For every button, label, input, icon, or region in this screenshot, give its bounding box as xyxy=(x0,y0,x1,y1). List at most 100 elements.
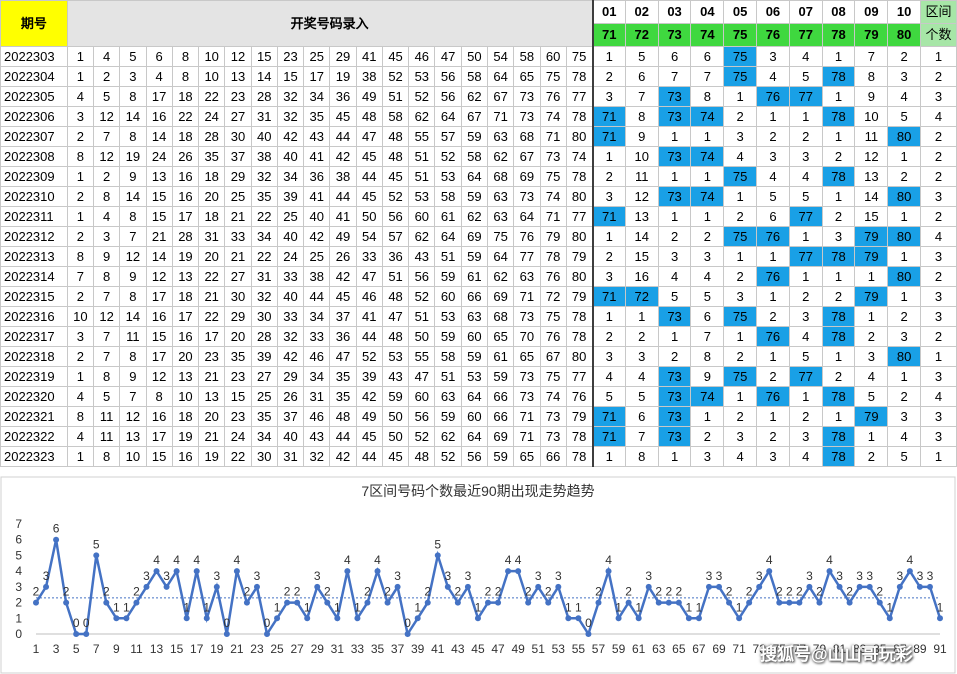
data-point xyxy=(515,568,522,575)
draw-number-cell: 35 xyxy=(329,366,357,387)
draw-number-cell: 59 xyxy=(486,366,515,387)
zone-value-header: 79 xyxy=(854,23,889,47)
data-label: 2 xyxy=(485,585,492,599)
zone-count-cell: 4 xyxy=(920,386,957,407)
zone-hit-cell: 75 xyxy=(723,66,758,87)
draw-number-cell: 12 xyxy=(92,306,121,327)
zone-hit-cell: 73 xyxy=(657,86,692,107)
data-label: 2 xyxy=(595,585,602,599)
zone-hit-cell: 73 xyxy=(657,406,692,427)
draw-number-cell: 46 xyxy=(303,406,331,427)
x-tick-label: 71 xyxy=(732,642,746,656)
draw-number-cell: 56 xyxy=(434,86,462,107)
data-label: 3 xyxy=(143,569,150,583)
draw-number-cell: 2 xyxy=(66,346,95,367)
x-tick-label: 85 xyxy=(873,642,887,656)
draw-number-cell: 12 xyxy=(92,146,121,167)
zone-miss-cell: 2 xyxy=(756,366,790,387)
input-section-title: 开奖号码录入 xyxy=(66,0,594,47)
data-label: 4 xyxy=(344,553,351,567)
draw-number-cell: 78 xyxy=(565,326,594,347)
data-label: 2 xyxy=(776,585,783,599)
draw-number-cell: 51 xyxy=(381,86,410,107)
draw-number-cell: 9 xyxy=(92,246,121,267)
data-point xyxy=(585,631,592,637)
draw-number-cell: 52 xyxy=(408,426,436,447)
data-point xyxy=(695,615,702,622)
zone-hit-cell: 79 xyxy=(854,406,889,427)
zone-count-cell: 3 xyxy=(920,86,957,107)
zone-hit-cell: 73 xyxy=(657,146,692,167)
draw-number-cell: 32 xyxy=(303,446,331,467)
draw-number-cell: 14 xyxy=(145,126,173,147)
draw-number-cell: 77 xyxy=(565,206,594,227)
draw-number-cell: 22 xyxy=(250,246,278,267)
draw-number-cell: 68 xyxy=(486,306,515,327)
draw-number-cell: 71 xyxy=(539,126,567,147)
draw-number-cell: 44 xyxy=(329,426,357,447)
draw-number-cell: 47 xyxy=(434,46,462,67)
draw-number-cell: 79 xyxy=(565,246,594,267)
draw-number-cell: 38 xyxy=(355,66,383,87)
draw-number-cell: 8 xyxy=(92,366,121,387)
x-tick-label: 37 xyxy=(391,642,405,656)
data-point xyxy=(233,568,240,575)
draw-number-cell: 72 xyxy=(539,286,567,307)
draw-number-cell: 45 xyxy=(329,106,357,127)
draw-number-cell: 59 xyxy=(460,126,488,147)
zone-miss-cell: 9 xyxy=(854,86,889,107)
draw-number-cell: 67 xyxy=(539,346,567,367)
zone-miss-cell: 1 xyxy=(854,306,889,327)
chart-title: 7区间号码个数最近90期出现走势趋势 xyxy=(361,483,594,499)
draw-number-cell: 22 xyxy=(224,446,252,467)
data-label: 4 xyxy=(505,553,512,567)
draw-number-cell: 64 xyxy=(486,66,515,87)
zone-miss-cell: 1 xyxy=(788,226,823,247)
zone-miss-cell: 1 xyxy=(788,106,823,127)
draw-number-cell: 7 xyxy=(66,266,95,287)
draw-number-cell: 59 xyxy=(460,346,488,367)
zone-count-cell: 3 xyxy=(920,286,957,307)
data-point xyxy=(615,615,622,622)
draw-number-cell: 74 xyxy=(539,386,567,407)
zone-miss-cell: 5 xyxy=(887,446,922,467)
zone-value-header: 72 xyxy=(624,23,659,47)
zone-miss-cell: 8 xyxy=(624,106,659,127)
zone-miss-cell: 3 xyxy=(756,446,790,467)
draw-number-cell: 2 xyxy=(66,126,95,147)
zone-miss-cell: 5 xyxy=(788,66,823,87)
data-label: 4 xyxy=(605,553,612,567)
zone-miss-cell: 4 xyxy=(756,66,790,87)
zone-hit-cell: 71 xyxy=(591,286,626,307)
data-label: 0 xyxy=(224,616,231,630)
draw-number-cell: 29 xyxy=(224,306,252,327)
draw-number-cell: 35 xyxy=(329,386,357,407)
zone-miss-cell: 1 xyxy=(821,266,856,287)
draw-number-cell: 63 xyxy=(486,206,515,227)
draw-number-cell: 69 xyxy=(486,426,515,447)
draw-number-cell: 44 xyxy=(355,446,383,467)
data-point xyxy=(103,599,110,606)
zone-miss-cell: 7 xyxy=(690,66,725,87)
data-point xyxy=(404,631,411,637)
draw-number-cell: 74 xyxy=(565,146,594,167)
zone-count-cell: 2 xyxy=(920,66,957,87)
zone-miss-cell: 1 xyxy=(690,406,725,427)
data-label: 0 xyxy=(73,616,80,630)
draw-number-cell: 60 xyxy=(408,386,436,407)
zone-miss-cell: 10 xyxy=(854,106,889,127)
draw-number-cell: 17 xyxy=(145,426,173,447)
draw-number-cell: 38 xyxy=(250,146,278,167)
draw-number-cell: 68 xyxy=(513,126,541,147)
zone-miss-cell: 11 xyxy=(624,166,659,187)
zone-miss-cell: 1 xyxy=(756,406,790,427)
draw-number-cell: 53 xyxy=(434,306,462,327)
draw-number-cell: 8 xyxy=(119,346,147,367)
draw-number-cell: 8 xyxy=(119,206,147,227)
x-tick-label: 5 xyxy=(73,642,80,656)
zone-count-cell: 2 xyxy=(920,146,957,167)
zone-count-cell: 1 xyxy=(920,46,957,67)
draw-number-cell: 60 xyxy=(408,206,436,227)
zone-miss-cell: 1 xyxy=(591,306,626,327)
draw-number-cell: 7 xyxy=(119,226,147,247)
